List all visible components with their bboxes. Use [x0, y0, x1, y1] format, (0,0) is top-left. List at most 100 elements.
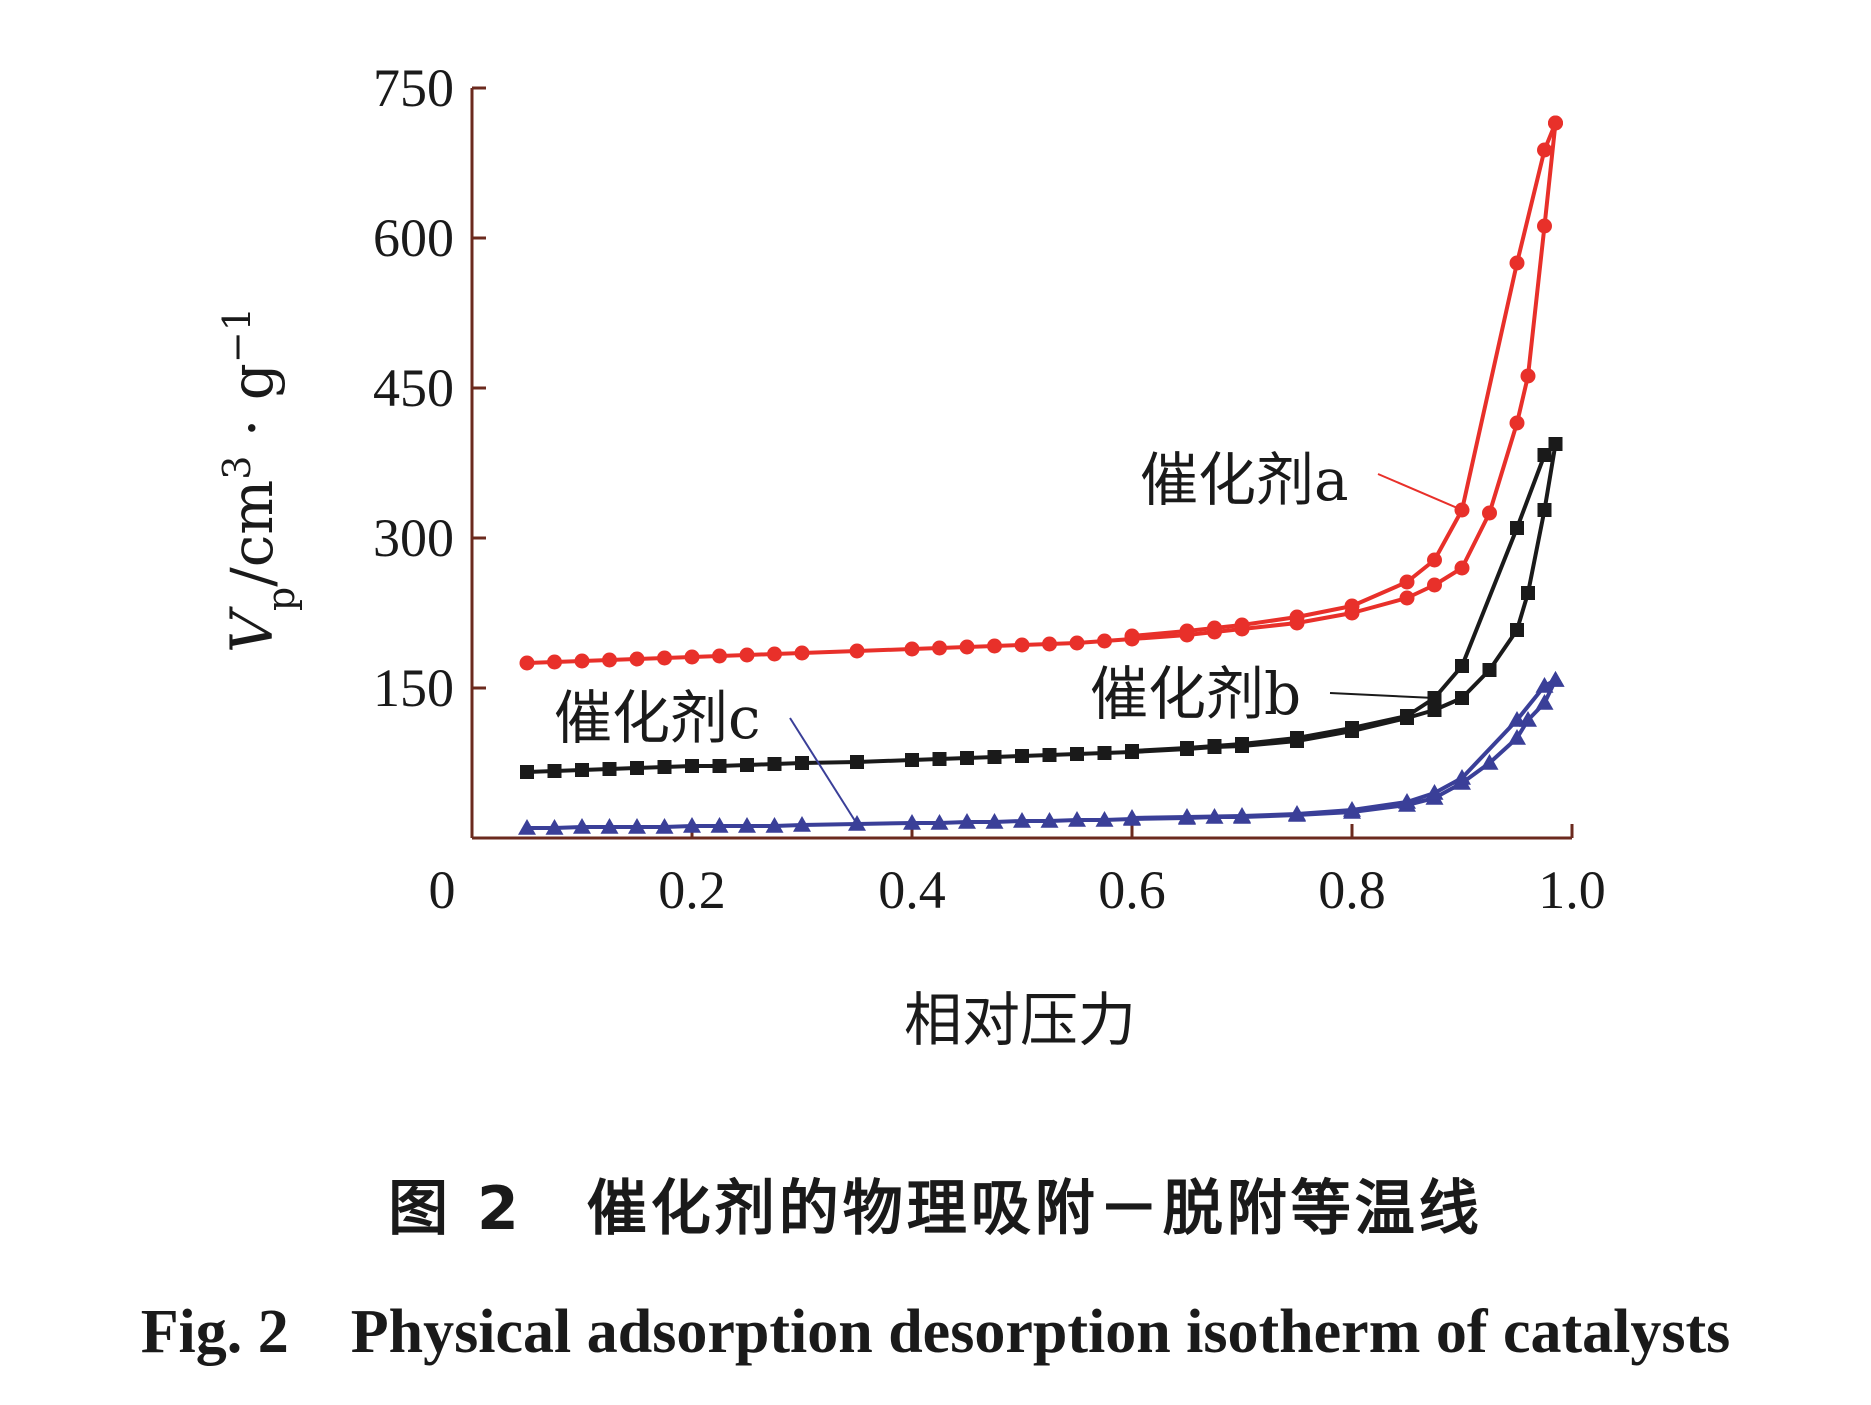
series-2-adsorption-point [575, 763, 589, 777]
series-2-adsorption-point [1042, 748, 1057, 762]
series-3-desorption-point [1123, 809, 1141, 825]
series-3-adsorption-point [1508, 729, 1526, 745]
series-2-desorption-point [1400, 709, 1414, 723]
series-1-adsorption-point [1427, 577, 1442, 593]
series-1-adsorption-point [767, 646, 782, 662]
series-2-adsorption-point [630, 761, 644, 775]
series-3-desorption-point [1398, 793, 1416, 809]
series-label-2: 催化剂b [1090, 660, 1301, 728]
series-3-adsorption-point [1095, 811, 1114, 827]
series-1-adsorption-point [959, 639, 975, 655]
series-3-adsorption-point [738, 817, 756, 833]
chart-annotations: 催化剂a 催化剂b 催化剂c [554, 446, 1463, 825]
series-1-desorption-point [1537, 142, 1552, 158]
series-1-adsorption-point [1014, 637, 1030, 653]
series-1-adsorption-point [657, 650, 672, 666]
series-2-desorption-point [1207, 739, 1222, 753]
series-3-adsorption-point [600, 818, 619, 834]
isotherm-chart: 150 300 450 600 750 0 0.2 0.4 0.6 0.8 1.0 催化剂a 催化剂b… [215, 58, 1606, 1054]
series-2-desorption-point [1290, 731, 1304, 745]
series-1-desorption-line [1131, 122, 1558, 638]
series-2-adsorption-point [987, 750, 1002, 764]
series-1-adsorption-point [1454, 560, 1470, 576]
series-1-adsorption-point [602, 652, 617, 668]
y-tick-label-750: 750 [373, 58, 454, 118]
series-1-desorption-point [1427, 552, 1442, 568]
series-2-adsorption-point [795, 756, 809, 770]
series-3-desorption-point [1453, 769, 1471, 785]
series-2-adsorption-point [547, 764, 562, 778]
y-axis-title-dot: · g [218, 363, 286, 455]
series-3-adsorption-point [710, 817, 729, 833]
series-2-desorption-point [1548, 437, 1563, 451]
series-3-adsorption-point [1068, 811, 1086, 827]
series-1-desorption-point [1399, 574, 1415, 590]
series-3-adsorption-point [985, 813, 1004, 829]
series-2-adsorption-point [1510, 623, 1524, 637]
series-1-adsorption-point [1069, 635, 1085, 651]
series-3-desorption-point [1425, 784, 1444, 800]
x-tick-label-0: 0 [429, 860, 456, 920]
y-tick-label-150: 150 [373, 658, 454, 718]
y-axis-title-sup1: 3 [215, 456, 259, 480]
series-2-adsorption-point [1097, 746, 1112, 760]
series-label-leader-2 [1329, 692, 1435, 699]
y-axis-title-unit: /cm [218, 480, 286, 587]
series-2-adsorption-point [905, 753, 919, 767]
series-1-adsorption-point [739, 647, 755, 663]
series-1-adsorption-point [519, 655, 535, 671]
series-2-desorption-point [1345, 721, 1359, 735]
series-1-adsorption-point [1097, 633, 1112, 649]
series-2-adsorption-point [685, 759, 699, 773]
series-2-adsorption-line [526, 443, 1558, 774]
series-2-adsorption-point [767, 757, 782, 771]
series-1-adsorption-point [547, 654, 562, 670]
x-tick-label-0.8: 0.8 [1318, 860, 1386, 920]
series-3-desorption-point [1178, 808, 1196, 824]
series-label-leader-1 [1377, 473, 1463, 511]
series-1-adsorption-point [904, 641, 920, 657]
series-3-desorption-point [1233, 807, 1251, 823]
series-3-adsorption-point [545, 819, 564, 835]
series-1-adsorption-point [1520, 368, 1536, 384]
series-1-adsorption-point [932, 640, 947, 656]
series-1-adsorption-point [1042, 636, 1057, 652]
series-2-desorption-point [1537, 448, 1552, 462]
series-2-desorption-point [1235, 737, 1249, 751]
series-1-adsorption-point [684, 649, 700, 665]
series-3 [518, 671, 1565, 835]
series-2-adsorption-point [1455, 691, 1469, 705]
chart-ticks: 150 300 450 600 750 0 0.2 0.4 0.6 0.8 1.0 [373, 58, 1606, 920]
y-axis-title: Vp/cm3 · g−1 [215, 307, 303, 653]
series-1-adsorption-point [1399, 590, 1415, 606]
y-axis-title-sup2: −1 [215, 307, 259, 363]
series-3-adsorption-point [1040, 812, 1059, 828]
series-1-desorption-point [1548, 115, 1563, 131]
series-3-desorption-point [1288, 805, 1306, 821]
series-2-adsorption-point [712, 759, 727, 773]
series-3-adsorption-point [518, 819, 536, 835]
y-tick-label-300: 300 [373, 508, 454, 568]
figure-caption-english: Fig. 2 Physical adsorption desorption is… [140, 1298, 1731, 1366]
series-2-adsorption-point [1521, 586, 1535, 600]
series-2-adsorption-point [1537, 503, 1552, 517]
series-3-adsorption-point [683, 817, 701, 833]
y-axis-title-main: V [218, 606, 286, 653]
series-1-adsorption-point [574, 653, 590, 669]
series-2-adsorption-point [657, 760, 672, 774]
series-3-adsorption-point [655, 818, 674, 834]
series-1 [519, 115, 1563, 671]
series-2-adsorption-point [740, 758, 754, 772]
series-1-adsorption-point [794, 645, 810, 661]
series-1-desorption-point [1234, 617, 1250, 633]
series-3-adsorption-point [1535, 694, 1554, 710]
series-3-adsorption-point [903, 814, 921, 830]
series-3-desorption-point [1546, 671, 1565, 687]
series-3-desorption-point [1343, 801, 1361, 817]
series-3-adsorption-point [958, 813, 976, 829]
series-2-desorption-point [1125, 744, 1139, 758]
series-1-adsorption-point [1509, 415, 1525, 431]
y-axis-title-text: Vp/cm3 · g−1 [215, 307, 303, 653]
series-2-adsorption-point [1070, 747, 1084, 761]
series-3-adsorption-point [628, 818, 646, 834]
